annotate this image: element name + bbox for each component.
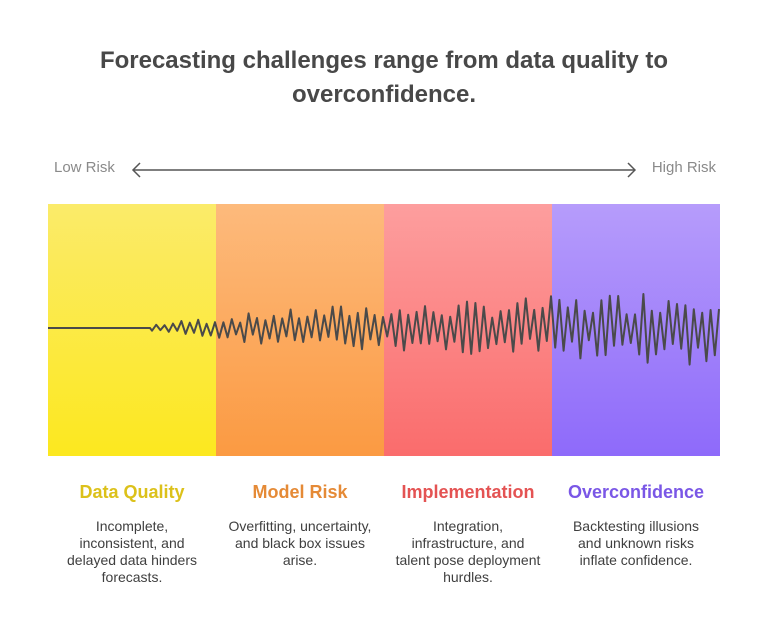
volatility-wave [48,293,720,366]
high-risk-label: High Risk [651,159,716,176]
category-title: Model Risk [252,482,348,502]
page-title: Forecasting challenges range from data q… [99,47,669,108]
category-overconfidence: Overconfidence Backtesting illusions and… [552,480,720,569]
risk-scale-arrow [131,162,637,178]
category-model-risk: Model Risk Overfitting, uncertainty, and… [216,480,384,569]
band-implementation [384,204,552,456]
category-implementation: Implementation Integration, infrastructu… [384,480,552,586]
volatility-wave-line [48,293,720,366]
category-description: Overfitting, uncertainty, and black box … [228,518,372,568]
category-description: Backtesting illusions and unknown risks … [572,518,700,568]
low-risk-label: Low Risk [54,159,115,176]
category-data-quality: Data Quality Incomplete, inconsistent, a… [48,480,216,586]
category-title: Data Quality [79,482,185,502]
category-description: Incomplete, inconsistent, and delayed da… [67,518,197,585]
category-title: Implementation [401,482,535,502]
category-title: Overconfidence [567,482,705,502]
category-description: Integration, infrastructure, and talent … [395,518,541,585]
